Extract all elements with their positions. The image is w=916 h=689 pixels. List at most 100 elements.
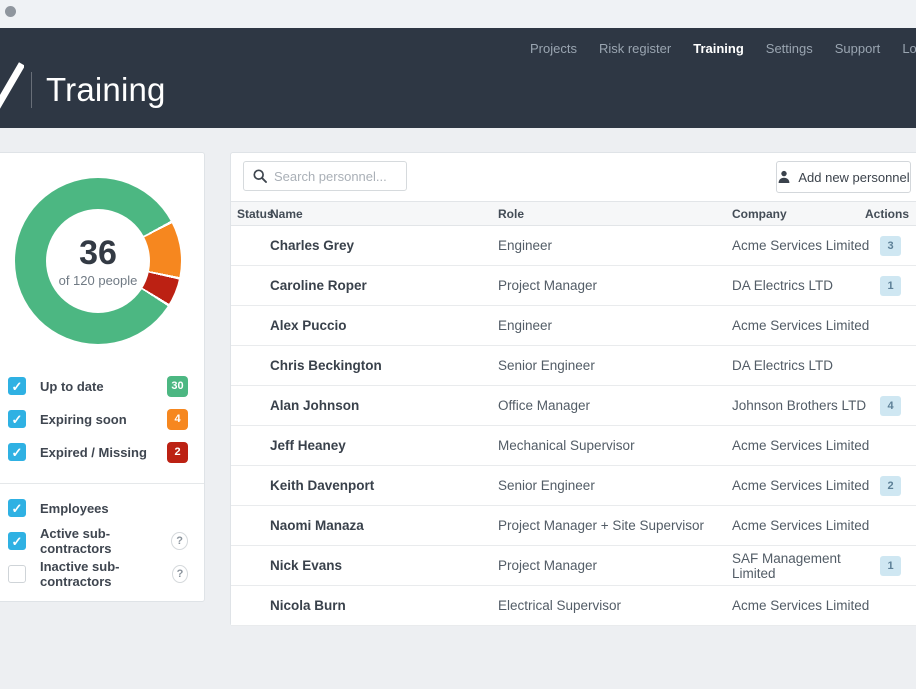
cell-company: DA Electrics LTD [732,278,834,293]
cell-role: Office Manager [498,398,591,413]
cell-company: Acme Services Limited [732,598,870,613]
cell-role: Project Manager [498,278,598,293]
cell-name: Caroline Roper [270,278,367,293]
count-badge: 2 [167,441,188,463]
column-header-status: Status [237,206,274,221]
cell-company: Acme Services Limited [732,518,870,533]
cell-role: Project Manager + Site Supervisor [498,518,704,533]
table-row[interactable]: Charles Grey Engineer Acme Services Limi… [231,226,916,266]
status-filter-group: Up to date 30 Expiring soon 4 Expired / … [8,375,188,474]
cell-role: Engineer [498,318,553,333]
cell-name: Keith Davenport [270,478,375,493]
checkbox[interactable] [8,410,26,428]
actions-count-badge[interactable]: 3 [880,235,901,256]
help-icon[interactable]: ? [172,565,188,583]
cell-role: Mechanical Supervisor [498,438,635,453]
cell-company: Acme Services Limited [732,238,870,253]
search-icon [253,169,267,183]
checkbox[interactable] [8,565,26,583]
status-filter-row[interactable]: Expired / Missing 2 [8,441,188,463]
table-row[interactable]: Keith Davenport Senior Engineer Acme Ser… [231,466,916,506]
filter-label: Up to date [40,378,104,394]
cell-name: Charles Grey [270,238,355,253]
cell-name: Nicola Burn [270,598,346,613]
donut-count: 36 [79,233,117,272]
add-personnel-label: Add new personnel [798,169,910,185]
filter-label: Expired / Missing [40,444,147,460]
nav-link[interactable]: Training [693,41,744,56]
nav-link[interactable]: Settings [765,41,813,56]
page-title: Training [46,71,166,108]
cell-company: Acme Services Limited [732,438,870,453]
nav-link[interactable]: Projects [530,41,577,56]
cell-name: Chris Beckington [270,358,382,373]
sidebar-divider [0,483,204,484]
donut-caption: of 120 people [58,272,138,288]
title-divider [31,72,32,108]
actions-count-badge[interactable]: 1 [880,275,901,296]
checkbox[interactable] [8,443,26,461]
table-row[interactable]: Nicola Burn Electrical Supervisor Acme S… [231,586,916,626]
actions-count-badge[interactable]: 2 [880,475,901,496]
cell-name: Jeff Heaney [270,438,346,453]
count-badge: 30 [167,375,188,397]
table-row[interactable]: Alan Johnson Office Manager Johnson Brot… [231,386,916,426]
column-header-company: Company [732,206,787,221]
checkbox[interactable] [8,499,26,517]
cell-company: SAF Management Limited [732,550,841,581]
cell-company: Johnson Brothers LTD [732,398,867,413]
filter-label: Inactive sub-contractors [40,559,120,589]
type-filter-row[interactable]: Active sub-contractors ? [8,526,188,556]
browser-chrome-strip [0,0,916,28]
table-row[interactable]: Chris Beckington Senior Engineer DA Elec… [231,346,916,386]
filter-label: Expiring soon [40,411,127,427]
cell-name: Alan Johnson [270,398,360,413]
column-header-role: Role [498,206,525,221]
cell-name: Nick Evans [270,558,343,573]
personnel-table: Charles Grey Engineer Acme Services Limi… [231,226,916,626]
cell-company: Acme Services Limited [732,318,870,333]
cell-company: DA Electrics LTD [732,358,834,373]
brand-checkmark-logo-icon [0,62,26,115]
cell-role: Engineer [498,238,553,253]
nav-link[interactable]: Support [834,41,881,56]
count-badge: 4 [167,408,188,430]
nav-link[interactable]: Risk register [598,41,672,56]
filter-label: Active sub-contractors [40,526,112,556]
person-icon [778,170,790,183]
filters-sidebar: 36 of 120 people Up to date 30 Expiring … [0,152,205,602]
table-row[interactable]: Jeff Heaney Mechanical Supervisor Acme S… [231,426,916,466]
cell-role: Project Manager [498,558,598,573]
type-filter-row[interactable]: Inactive sub-contractors ? [8,559,188,589]
checkbox[interactable] [8,377,26,395]
personnel-panel: Add new personnel Status Name Role Compa… [230,152,916,626]
table-row[interactable]: Nick Evans Project Manager SAF Managemen… [231,546,916,586]
add-personnel-button[interactable]: Add new personnel [776,161,911,193]
cell-role: Senior Engineer [498,478,595,493]
training-status-donut-chart: 36 of 120 people [15,178,181,344]
window-dot-icon [5,6,16,17]
table-row[interactable]: Naomi Manaza Project Manager + Site Supe… [231,506,916,546]
search-box[interactable] [243,161,407,191]
status-filter-row[interactable]: Up to date 30 [8,375,188,397]
filter-label: Employees [40,500,109,516]
column-header-name: Name [270,206,303,221]
cell-name: Alex Puccio [270,318,347,333]
cell-role: Electrical Supervisor [498,598,622,613]
status-filter-row[interactable]: Expiring soon 4 [8,408,188,430]
help-icon[interactable]: ? [171,532,188,550]
actions-count-badge[interactable]: 4 [880,395,901,416]
type-filter-group: Employees Active sub-contractors ? Inact… [8,497,188,596]
table-header: Status Name Role Company Actions [231,201,916,226]
table-row[interactable]: Alex Puccio Engineer Acme Services Limit… [231,306,916,346]
cell-company: Acme Services Limited [732,478,870,493]
nav-link[interactable]: Log out [902,41,916,56]
app-header: Projects Risk register Training Settings Sup… [0,28,916,128]
checkbox[interactable] [8,532,26,550]
cell-role: Senior Engineer [498,358,595,373]
column-header-actions: Actions [864,206,909,221]
search-input[interactable] [274,162,406,190]
type-filter-row[interactable]: Employees [8,497,188,519]
actions-count-badge[interactable]: 1 [880,555,901,576]
table-row[interactable]: Caroline Roper Project Manager DA Electr… [231,266,916,306]
